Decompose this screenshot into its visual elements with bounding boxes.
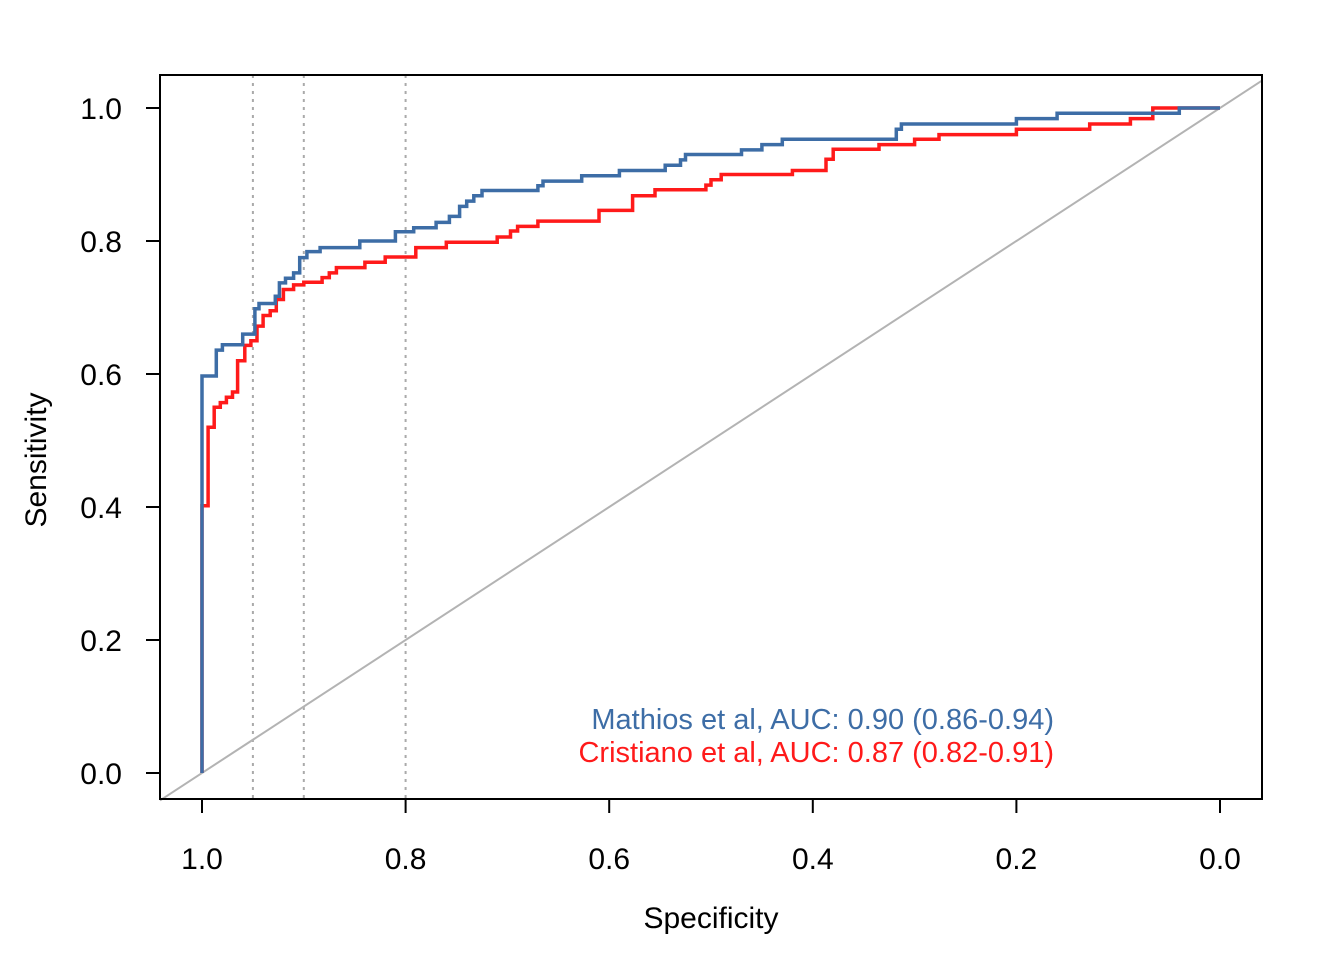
y-tick-label: 0.2: [80, 625, 122, 658]
x-tick-label: 0.0: [1199, 843, 1241, 876]
x-tick-label: 0.8: [385, 843, 427, 876]
reference-lines: [251, 75, 407, 799]
y-tick-label: 0.8: [80, 226, 122, 259]
y-tick-label: 1.0: [80, 93, 122, 126]
x-tick-label: 0.4: [792, 843, 834, 876]
legend-entry-1: Cristiano et al, AUC: 0.87 (0.82-0.91): [578, 737, 1054, 769]
legend: Mathios et al, AUC: 0.90 (0.86-0.94)Cris…: [578, 704, 1054, 769]
roc-curves: [200, 106, 1220, 773]
x-tick-label: 0.2: [996, 843, 1038, 876]
y-tick-label: 0.6: [80, 359, 122, 392]
x-tick-label: 1.0: [181, 843, 223, 876]
y-axis: 0.0 0.2 0.4 0.6 0.8 1.0: [80, 93, 161, 791]
roc-curve-1: [200, 106, 1220, 773]
diagonal-line-group: [159, 79, 1263, 802]
x-axis: 1.0 0.8 0.6 0.4 0.2 0.0: [181, 798, 1241, 876]
y-tick-label: 0.4: [80, 492, 122, 525]
x-axis-title: Specificity: [643, 902, 778, 935]
y-tick-label: 0.0: [80, 758, 122, 791]
y-axis-title: Sensitivity: [20, 392, 53, 527]
roc-curve-0: [200, 106, 1220, 773]
diagonal-chance-line: [159, 79, 1263, 802]
legend-entry-0: Mathios et al, AUC: 0.90 (0.86-0.94): [591, 704, 1054, 736]
x-tick-label: 0.6: [588, 843, 630, 876]
